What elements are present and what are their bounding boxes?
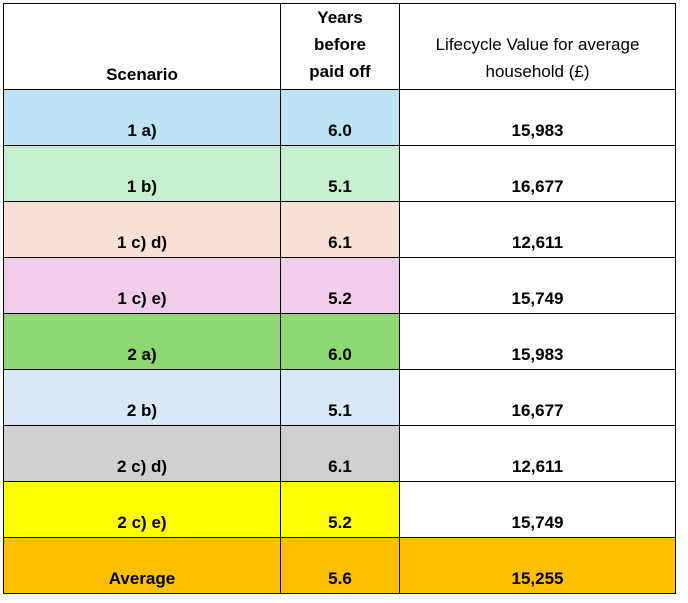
scenario-cell: 1 c) e) [3, 257, 281, 314]
table-row: 2 c) e) 5.2 15,749 [3, 481, 676, 538]
years-cell: 5.6 [280, 537, 400, 594]
value-cell: 15,983 [399, 313, 676, 370]
value-cell: 15,255 [399, 537, 676, 594]
years-cell: 5.2 [280, 481, 400, 538]
header-scenario-label: Scenario [106, 65, 178, 84]
years-cell: 5.1 [280, 145, 400, 202]
table-row: 1 a) 6.0 15,983 [3, 89, 676, 146]
years-cell: 6.1 [280, 201, 400, 258]
scenario-cell: 2 c) d) [3, 425, 281, 482]
header-years-line-2: before [314, 35, 366, 54]
header-row: Scenario Years before paid off Lifecycle… [3, 3, 676, 90]
years-cell: 5.1 [280, 369, 400, 426]
scenario-table-container: Scenario Years before paid off Lifecycle… [3, 3, 676, 594]
scenario-cell: Average [3, 537, 281, 594]
scenario-cell: 2 a) [3, 313, 281, 370]
table-body: 1 a) 6.0 15,983 1 b) 5.1 16,677 1 c) d) … [3, 89, 676, 594]
years-cell: 6.0 [280, 313, 400, 370]
table-row: 2 c) d) 6.1 12,611 [3, 425, 676, 482]
value-cell: 15,749 [399, 257, 676, 314]
header-years-line-1: Years [317, 8, 363, 27]
scenario-cell: 2 b) [3, 369, 281, 426]
value-cell: 16,677 [399, 369, 676, 426]
header-lifecycle-value: Lifecycle Value for average household (£… [399, 3, 676, 90]
scenario-table: Scenario Years before paid off Lifecycle… [3, 3, 676, 594]
table-row: 2 b) 5.1 16,677 [3, 369, 676, 426]
scenario-cell: 1 a) [3, 89, 281, 146]
header-lifecycle-line-1: Lifecycle Value for average [435, 35, 640, 54]
value-cell: 15,749 [399, 481, 676, 538]
header-years-before-paid-off: Years before paid off [280, 3, 400, 90]
table-row: 1 c) e) 5.2 15,749 [3, 257, 676, 314]
header-lifecycle-line-2: household (£) [485, 62, 590, 81]
scenario-cell: 1 c) d) [3, 201, 281, 258]
years-cell: 5.2 [280, 257, 400, 314]
header-years-line-3: paid off [309, 62, 371, 81]
table-row-average: Average 5.6 15,255 [3, 537, 676, 594]
table-row: 1 c) d) 6.1 12,611 [3, 201, 676, 258]
value-cell: 16,677 [399, 145, 676, 202]
value-cell: 15,983 [399, 89, 676, 146]
table-row: 1 b) 5.1 16,677 [3, 145, 676, 202]
value-cell: 12,611 [399, 425, 676, 482]
scenario-cell: 2 c) e) [3, 481, 281, 538]
scenario-cell: 1 b) [3, 145, 281, 202]
table-row: 2 a) 6.0 15,983 [3, 313, 676, 370]
years-cell: 6.0 [280, 89, 400, 146]
header-scenario: Scenario [3, 3, 281, 90]
value-cell: 12,611 [399, 201, 676, 258]
years-cell: 6.1 [280, 425, 400, 482]
